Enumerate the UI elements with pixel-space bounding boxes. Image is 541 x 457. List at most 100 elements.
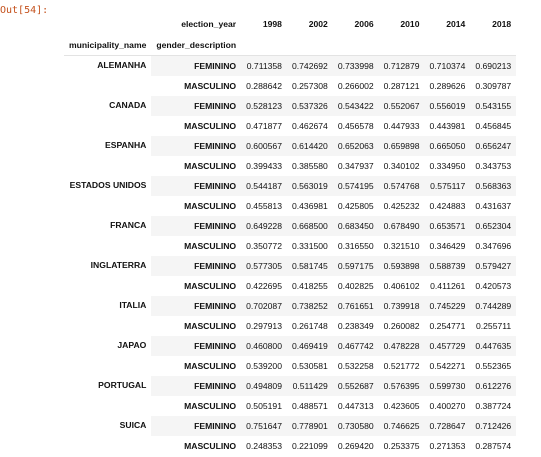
table-row: CANADA FEMININO 0.528123 0.537326 0.543422 0.… (64, 96, 517, 136)
table-cell: 0.733998 (337, 61, 374, 71)
header-row-index: municipality_name gender_description (64, 34, 517, 56)
table-cell: 0.710374 (429, 61, 466, 71)
table-cell: 0.552067 (383, 101, 420, 111)
table-cell: 0.400270 (429, 401, 466, 411)
column-header-spacer (378, 34, 425, 56)
table-cell: 0.593898 (383, 261, 420, 271)
table-cell: 0.340102 (383, 161, 420, 171)
table-cell: 0.537326 (291, 101, 328, 111)
table-cell: 0.575117 (430, 181, 466, 191)
gender-label: FEMININO (194, 221, 237, 231)
table-cell: 0.563019 (291, 181, 328, 191)
table-cell: 0.431637 (475, 201, 512, 211)
table-cell: 0.552365 (475, 361, 512, 371)
gender-label: MASCULINO (184, 401, 237, 411)
table-cell: 0.543155 (475, 101, 512, 111)
table-row: ESPANHA FEMININO 0.600567 0.614420 0.652063 0… (64, 136, 517, 176)
table-row: INGLATERRA FEMININO 0.577305 0.581745 0.5971… (64, 256, 517, 296)
table-header: election_year 1998 2002 2006 2010 2014 2018 m… (64, 13, 517, 56)
municipality-label: SUICA (64, 416, 152, 456)
dataframe-table: election_year 1998 2002 2006 2010 2014 2018 m… (64, 13, 517, 456)
table-row: ALEMANHA FEMININO 0.711358 0.742692 0.733998… (64, 55, 517, 96)
table-cell: 0.668500 (291, 221, 328, 231)
table-cell: 0.579427 (475, 261, 512, 271)
gender-label: FEMININO (194, 181, 237, 191)
column-header-spacer (332, 34, 379, 56)
table-cell: 0.665050 (429, 141, 466, 151)
table-cell: 0.597175 (337, 261, 374, 271)
table-cell: 0.423605 (383, 401, 420, 411)
table-cell: 0.469419 (291, 341, 328, 351)
table-cell: 0.411261 (430, 281, 466, 291)
table-cell: 0.399433 (246, 161, 282, 171)
municipality-label: ESPANHA (64, 136, 152, 176)
table-row: MASCULINO 0.288642 0.257308 0.266002 0.28712… (64, 76, 516, 96)
table-cell: 0.457729 (429, 341, 466, 351)
table-row: MASCULINO 0.455813 0.436981 0.425805 0.42523… (64, 196, 516, 216)
index-name-gender: gender_description (151, 34, 242, 56)
table-row: MASCULINO 0.471877 0.462674 0.456578 0.44793… (64, 116, 516, 136)
table-cell: 0.761651 (337, 301, 374, 311)
table-row: FRANCA FEMININO 0.649228 0.668500 0.683450 0.… (64, 216, 517, 256)
table-cell: 0.702087 (246, 301, 282, 311)
table-cell: 0.614420 (291, 141, 328, 151)
table-cell: 0.253375 (383, 441, 420, 451)
table-cell: 0.420573 (475, 281, 512, 291)
table-cell: 0.447313 (337, 401, 374, 411)
table-cell: 0.652063 (337, 141, 374, 151)
table-row: SUICA FEMININO 0.751647 0.778901 0.730580 0.7… (64, 416, 517, 456)
columns-name-label: election_year (181, 18, 237, 29)
municipality-label: ALEMANHA (64, 55, 152, 96)
gender-label: FEMININO (194, 301, 237, 311)
table-cell: 0.742692 (291, 61, 328, 71)
table-cell: 0.238349 (337, 321, 374, 331)
table-cell: 0.521772 (383, 361, 420, 371)
gender-label: MASCULINO (184, 161, 237, 171)
table-cell: 0.653571 (429, 221, 466, 231)
column-header-year: 2006 (354, 18, 374, 29)
table-cell: 0.778901 (291, 421, 328, 431)
gender-label: MASCULINO (184, 361, 237, 371)
table-cell: 0.542271 (429, 361, 466, 371)
table-cell: 0.683450 (337, 221, 374, 231)
municipality-label: INGLATERRA (64, 256, 152, 296)
table-cell: 0.309787 (475, 81, 512, 91)
table-cell: 0.255711 (475, 321, 512, 331)
table-cell: 0.343753 (475, 161, 512, 171)
gender-label: FEMININO (194, 341, 237, 351)
table-cell: 0.612276 (475, 381, 512, 391)
table-cell: 0.456845 (475, 121, 512, 131)
table-cell: 0.402825 (337, 281, 374, 291)
municipality-label: ESTADOS UNIDOS (64, 176, 152, 216)
table-cell: 0.271353 (429, 441, 466, 451)
table-cell: 0.574768 (383, 181, 420, 191)
table-cell: 0.744289 (475, 301, 512, 311)
output-prompt: Out[54]: (0, 5, 49, 16)
gender-label: FEMININO (194, 261, 237, 271)
gender-label: FEMININO (194, 101, 237, 111)
municipality-label: JAPAO (64, 336, 152, 376)
table-cell: 0.289626 (429, 81, 466, 91)
table-row: JAPAO FEMININO 0.460800 0.469419 0.467742 0.4… (64, 336, 517, 376)
table-cell: 0.488571 (291, 401, 328, 411)
table-cell: 0.257308 (291, 81, 328, 91)
table-cell: 0.297913 (246, 321, 282, 331)
table-cell: 0.738252 (291, 301, 328, 311)
table-row: MASCULINO 0.422695 0.418255 0.402825 0.40610… (64, 276, 516, 296)
table-cell: 0.406102 (383, 281, 420, 291)
table-cell: 0.600567 (246, 141, 282, 151)
table-cell: 0.418255 (291, 281, 328, 291)
table-cell: 0.494809 (246, 381, 282, 391)
table-cell: 0.552687 (337, 381, 374, 391)
table-cell: 0.456578 (337, 121, 374, 131)
column-header-year: 2018 (492, 18, 512, 29)
table-cell: 0.260082 (383, 321, 420, 331)
table-cell: 0.248353 (246, 441, 282, 451)
table-cell: 0.455813 (246, 201, 282, 211)
column-header-year: 2010 (400, 18, 420, 29)
table-cell: 0.528123 (246, 101, 282, 111)
gender-label: MASCULINO (184, 81, 237, 91)
table-cell: 0.471877 (246, 121, 282, 131)
table-row: PORTUGAL FEMININO 0.494809 0.511429 0.552687… (64, 376, 517, 416)
municipality-label: CANADA (64, 96, 152, 136)
